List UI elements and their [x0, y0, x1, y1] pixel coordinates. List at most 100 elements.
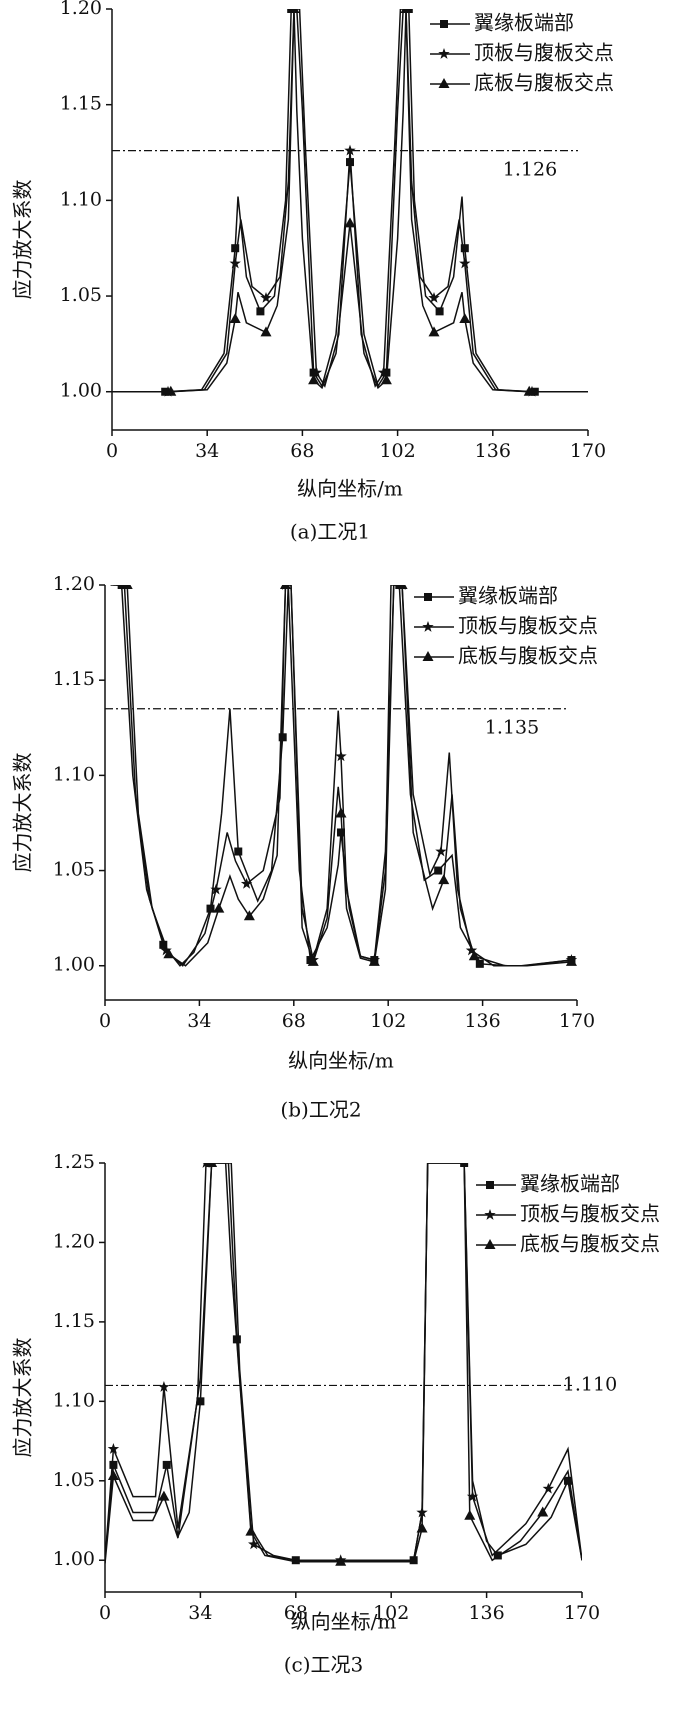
marker-triangle [422, 651, 434, 661]
reference-label: 1.135 [485, 717, 539, 739]
y-tick-label: 1.20 [53, 1230, 95, 1252]
marker-star [229, 257, 241, 269]
marker-star [158, 1381, 170, 1392]
plot-area [112, 9, 588, 397]
marker-star [335, 750, 347, 762]
x-axis-label: 纵向坐标/m [297, 477, 403, 501]
x-tick-label: 34 [187, 1010, 211, 1032]
legend-marker [422, 621, 434, 632]
marker-square [440, 20, 448, 28]
marker-square [234, 847, 243, 856]
x-tick-label: 136 [464, 1010, 500, 1032]
plot-area [110, 585, 577, 968]
marker-star [465, 944, 478, 956]
x-axis-label: 纵向坐标/m [291, 1610, 397, 1634]
y-tick-label: 1.05 [60, 284, 102, 306]
y-tick-label: 1.00 [53, 954, 95, 976]
y-tick-label: 1.25 [53, 1151, 95, 1173]
marker-star [466, 1490, 479, 1502]
series-line [105, 1163, 582, 1561]
y-tick-label: 1.15 [60, 93, 102, 115]
reference-label: 1.110 [563, 1373, 617, 1395]
marker-star [344, 144, 356, 156]
series-line [112, 9, 588, 393]
marker-triangle [335, 807, 347, 818]
marker-triangle [438, 874, 450, 885]
marker-square [475, 959, 484, 968]
series-line [110, 585, 572, 967]
legend-label: 顶板与腹板交点 [458, 614, 598, 638]
x-axis-label: 纵向坐标/m [288, 1049, 394, 1073]
marker-star [248, 1538, 260, 1550]
legend-label: 顶板与腹板交点 [520, 1202, 660, 1226]
marker-square [231, 244, 240, 253]
marker-square [278, 733, 287, 742]
legend-marker [484, 1209, 496, 1220]
marker-triangle [213, 902, 225, 913]
caption: (b)工况2 [280, 1098, 361, 1122]
legend-label: 底板与腹板交点 [458, 644, 598, 668]
y-axis-label: 应力放大系数 [11, 180, 35, 300]
series-line [105, 1163, 582, 1561]
marker-star [435, 845, 447, 857]
plot-area [105, 1163, 582, 1566]
y-tick-label: 1.15 [53, 668, 95, 690]
series-line [112, 9, 588, 393]
legend-marker [486, 1181, 494, 1189]
y-tick-label: 1.15 [53, 1310, 95, 1332]
series-line [112, 9, 588, 393]
marker-triangle [416, 1522, 428, 1533]
marker-square [434, 866, 443, 875]
marker-triangle [107, 1470, 119, 1481]
series-line [116, 585, 572, 967]
legend-label: 底板与腹板交点 [520, 1232, 660, 1256]
x-tick-label: 68 [290, 440, 314, 462]
x-tick-label: 34 [195, 440, 219, 462]
y-tick-label: 1.05 [53, 1469, 95, 1491]
marker-triangle [229, 313, 241, 324]
marker-triangle [288, 9, 300, 13]
marker-triangle [344, 217, 356, 228]
y-tick-label: 1.05 [53, 859, 95, 881]
marker-triangle [165, 385, 177, 396]
marker-triangle [468, 950, 480, 961]
marker-triangle [438, 78, 450, 88]
marker-star [260, 291, 272, 303]
x-tick-label: 170 [559, 1010, 595, 1032]
legend-marker [438, 78, 450, 88]
x-tick-label: 68 [284, 1602, 308, 1624]
marker-triangle [400, 9, 412, 13]
marker-triangle [380, 374, 392, 385]
y-axis-label: 应力放大系数 [11, 753, 35, 873]
x-tick-label: 170 [570, 440, 606, 462]
x-tick-label: 34 [188, 1602, 212, 1624]
x-tick-label: 0 [99, 1010, 111, 1032]
y-tick-label: 1.20 [53, 573, 95, 595]
marker-square [563, 1476, 572, 1485]
marker-square [109, 1460, 118, 1469]
marker-star [377, 366, 390, 378]
marker-triangle [308, 374, 320, 385]
marker-triangle [279, 585, 291, 589]
series-line [113, 585, 572, 967]
marker-star [160, 944, 172, 956]
marker-triangle [368, 955, 380, 966]
x-tick-label: 170 [564, 1602, 600, 1624]
marker-square [256, 307, 265, 316]
marker-square [424, 593, 432, 601]
legend-label: 底板与腹板交点 [474, 71, 614, 95]
marker-triangle [121, 585, 133, 589]
marker-star [484, 1209, 496, 1220]
marker-triangle [307, 955, 319, 966]
legend-marker [422, 651, 434, 661]
legend-marker [440, 20, 448, 28]
marker-square [196, 1397, 205, 1406]
marker-square [486, 1181, 494, 1189]
marker-star [310, 366, 323, 378]
x-tick-label: 102 [373, 1602, 409, 1624]
series-line [105, 1163, 582, 1564]
marker-triangle [245, 1525, 257, 1536]
marker-star [428, 291, 440, 303]
marker-star [210, 883, 222, 895]
